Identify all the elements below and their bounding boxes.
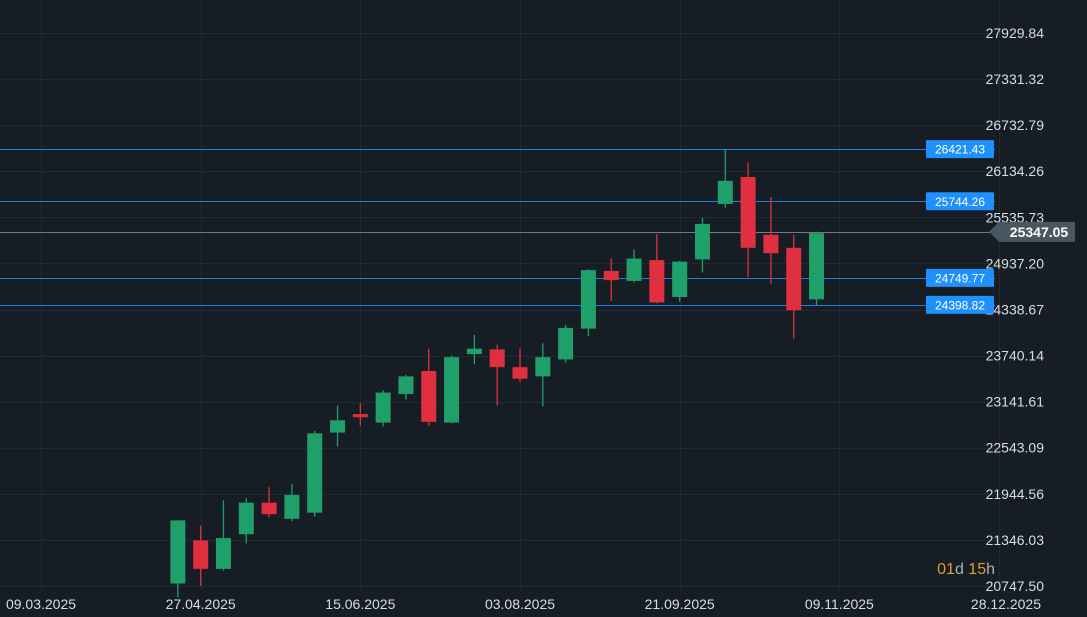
current-price-label: 25347.05	[1010, 224, 1069, 240]
candle-body-up	[694, 223, 710, 260]
y-tick-label: 26134.26	[986, 163, 1045, 179]
y-tick-label: 26732.79	[986, 117, 1045, 133]
y-tick-label: 22543.09	[986, 440, 1045, 456]
candle-body-up	[535, 357, 551, 377]
candle-body-down	[352, 414, 368, 418]
x-tick-label: 03.08.2025	[485, 596, 555, 612]
candle-body-up	[284, 494, 300, 519]
y-tick-label: 24937.20	[986, 255, 1045, 271]
y-tick-label: 23740.14	[986, 348, 1045, 364]
y-tick-label: 21346.03	[986, 532, 1045, 548]
candle-body-down	[649, 260, 665, 303]
candle-body-up	[398, 376, 414, 395]
countdown-hours-unit: h	[986, 561, 995, 578]
candle-body-up	[580, 270, 596, 329]
level-label: 24398.82	[935, 298, 985, 312]
candle-body-up	[672, 261, 688, 298]
level-label-bg	[926, 192, 994, 211]
candle-body-down	[786, 247, 802, 311]
countdown-days-value: 01	[937, 561, 955, 578]
x-tick-label: 27.04.2025	[166, 596, 236, 612]
candle-body-up	[170, 520, 186, 584]
x-tick-label: 09.11.2025	[805, 596, 874, 612]
candle-body-down	[740, 176, 756, 248]
candle-body-up	[330, 420, 346, 433]
candle-body-up	[307, 433, 323, 513]
y-tick-label: 25535.73	[986, 209, 1045, 225]
candle-body-down	[421, 370, 437, 422]
x-tick-label: 21.09.2025	[645, 596, 715, 612]
countdown-days-unit: d	[954, 561, 964, 578]
candle-body-down	[261, 502, 277, 515]
candle-body-down	[193, 540, 209, 569]
candle-body-down	[763, 234, 779, 254]
y-tick-label: 21944.56	[986, 486, 1045, 502]
candle-body-up	[626, 258, 642, 281]
candle-body-up	[375, 392, 391, 423]
level-label: 26421.43	[935, 143, 985, 157]
y-tick-label: 20747.50	[986, 578, 1045, 594]
candle-body-up	[558, 327, 574, 360]
y-tick-label: 24338.67	[986, 302, 1045, 318]
level-label-bg	[926, 295, 994, 314]
candle-body-up	[444, 357, 460, 423]
countdown-hours-value: 15	[968, 561, 987, 578]
level-label: 25744.26	[935, 195, 985, 209]
candle-body-down	[512, 367, 528, 379]
candle-body-down	[489, 349, 505, 368]
x-tick-label: 09.03.2025	[6, 596, 76, 612]
level-label-bg	[926, 268, 994, 287]
x-tick-label: 15.06.2025	[325, 596, 395, 612]
candle-countdown: 01d 15h	[937, 561, 995, 579]
level-label-bg	[926, 140, 994, 159]
y-tick-label: 27331.32	[986, 71, 1045, 87]
candle-body-up	[809, 233, 825, 300]
candle-body-up	[466, 348, 482, 355]
candle-body-up	[238, 502, 254, 535]
y-tick-label: 23141.61	[986, 394, 1045, 410]
y-tick-label: 27929.84	[986, 25, 1045, 41]
x-tick-label: 28.12.2025	[971, 596, 1041, 612]
candle-body-down	[603, 270, 619, 281]
level-label: 24749.77	[935, 271, 985, 285]
current-price-label-bg	[989, 221, 1075, 242]
candle-body-up	[215, 538, 231, 569]
candle-body-up	[717, 180, 733, 204]
